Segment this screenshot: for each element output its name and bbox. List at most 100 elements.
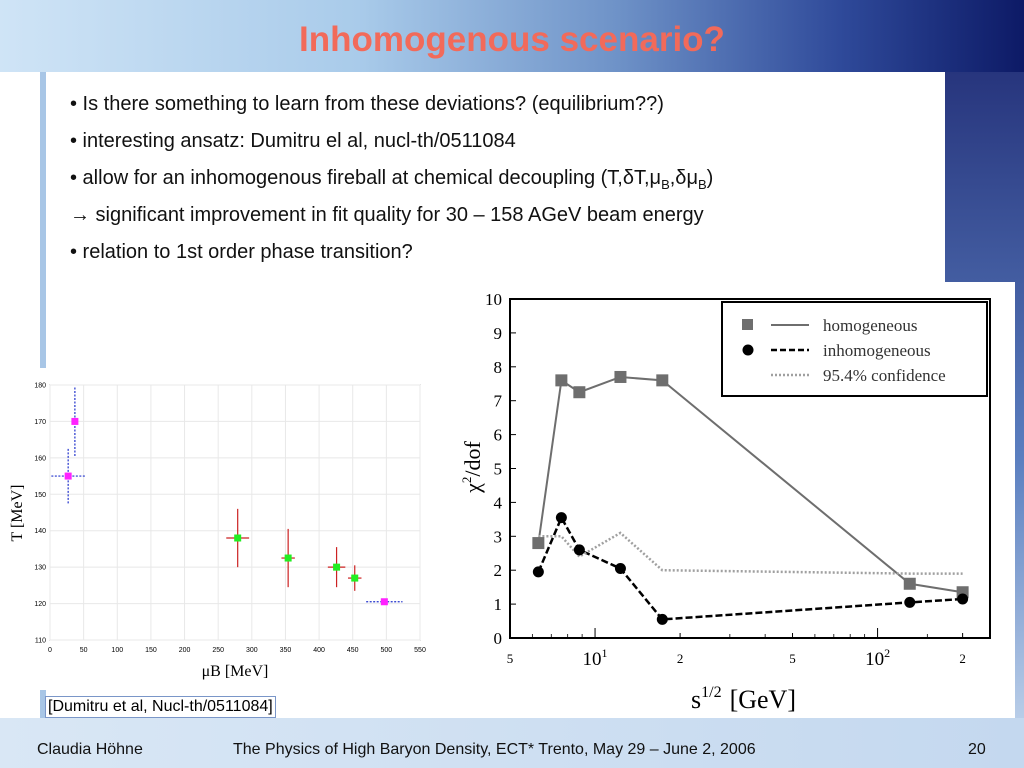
data-point (333, 563, 341, 571)
y-tick-label: 5 (494, 460, 503, 479)
y-tick-label: 120 (34, 601, 46, 608)
y-tick-label: 180 (34, 383, 46, 390)
legend-inhomogeneous: inhomogeneous (823, 341, 931, 360)
x-tick-label: 150 (145, 647, 157, 654)
x-tick-label-base: 2 (677, 651, 684, 666)
y-tick-label: 3 (494, 527, 503, 546)
y-axis-label-exp: 2 (459, 477, 474, 484)
x-tick-label: 550 (414, 647, 426, 654)
x-tick-label-exponent: 1 (602, 646, 608, 660)
y-tick-label: 2 (494, 561, 503, 580)
footer-conference: The Physics of High Baryon Density, ECT*… (233, 741, 756, 758)
x-tick-label: 50 (80, 647, 88, 654)
x-axis-label-text: s1/2 [GeV] (691, 684, 796, 714)
bullet-text: • allow for an inhomogenous fireball at … (70, 167, 662, 189)
grid (49, 384, 421, 641)
series-markers (532, 370, 969, 625)
legend-homogeneous: homogeneous (823, 316, 917, 335)
data-point (380, 598, 388, 606)
inhomogeneous-point (614, 563, 626, 575)
data-point (234, 534, 242, 542)
y-tick-label: 10 (485, 290, 502, 309)
tick-labels: 0 50 100 150 200 250 300 350 400 450 500 550 110 120 1… (34, 383, 426, 655)
bullet-item: • interesting ansatz: Dumitru el al, nuc… (70, 130, 516, 152)
x-tick-label: 250 (212, 647, 224, 654)
x-axis-label-s: s (691, 685, 701, 714)
x-axis-label: μB [MeV] (202, 663, 269, 680)
y-tick-label: 130 (34, 565, 46, 572)
footer-author: Claudia Höhne (37, 741, 143, 758)
x-tick-label: 0 (48, 647, 52, 654)
inhomogeneous-point (957, 593, 969, 605)
data-points (51, 386, 403, 606)
y-tick-label: 6 (494, 426, 503, 445)
x-tick-label: 2 (959, 651, 966, 666)
y-tick-label: 170 (34, 419, 46, 426)
legend-circle-marker (742, 344, 754, 356)
chart-t-vs-mub: 0 50 100 150 200 250 300 350 400 450 500 550 110 120 1… (0, 373, 440, 683)
homogeneous-point (614, 370, 627, 383)
plot-frame (49, 384, 421, 641)
x-tick-label: 2 (677, 651, 684, 666)
x-axis-label: s1/2 [GeV] (691, 684, 796, 714)
inhomogeneous-point (656, 613, 668, 625)
y-axis-label: χ2/dof (459, 440, 485, 493)
x-tick-label: 5 (507, 651, 514, 666)
y-tick-label: 0 (494, 629, 503, 648)
bullet-item: • relation to 1st order phase transition… (70, 241, 413, 263)
y-tick-label: 8 (494, 358, 503, 377)
homogeneous-point (656, 374, 669, 387)
legend: homogeneous inhomogeneous 95.4% confiden… (721, 301, 988, 397)
inhomogeneous-point (555, 512, 567, 524)
x-tick-label-exponent: 2 (884, 646, 890, 660)
y-axis-label-chi: χ (460, 483, 485, 494)
footer-page-number: 20 (968, 741, 986, 758)
legend-box (721, 301, 988, 397)
title-banner (0, 0, 1024, 72)
x-tick-label-base: 10 (583, 649, 602, 670)
footer-bar (0, 718, 1024, 768)
y-tick-label: 1 (494, 595, 503, 614)
left-decor-bar (40, 72, 46, 368)
x-tick-label: 450 (347, 647, 359, 654)
y-tick-label: 7 (494, 392, 503, 411)
series-line (538, 531, 963, 575)
data-point (64, 472, 72, 480)
inhomogeneous-point (573, 544, 585, 556)
y-tick-label: 110 (35, 638, 46, 645)
inhomogeneous-point (904, 596, 916, 608)
subscript: B (661, 177, 670, 192)
data-point (71, 417, 79, 425)
y-tick-label: 9 (494, 324, 503, 343)
left-decor-bar-bottom (40, 690, 46, 720)
data-point (351, 574, 359, 582)
y-tick-label: 4 (494, 493, 503, 512)
y-axis-label: T [MeV] (9, 484, 26, 541)
homogeneous-point (573, 386, 586, 399)
y-tick-label: 160 (34, 455, 46, 462)
citation: [Dumitru et al, Nucl-th/0511084] (45, 696, 276, 718)
x-tick-label: 400 (313, 647, 325, 654)
x-axis-label-exp: 1/2 (701, 684, 721, 701)
x-tick-label: 102 (865, 646, 890, 670)
x-tick-label: 500 (381, 647, 393, 654)
bullet-item: • Is there something to learn from these… (70, 93, 664, 115)
data-point (284, 554, 292, 562)
bullet-text: ) (706, 167, 714, 189)
x-tick-label-base: 5 (789, 651, 796, 666)
homogeneous-point (555, 374, 568, 387)
y-tick-label: 150 (34, 492, 46, 499)
slide-title: Inhomogenous scenario? (299, 20, 725, 59)
x-axis-label-unit: [GeV] (730, 685, 796, 714)
inhomogeneous-point (532, 566, 544, 578)
x-tick-label: 200 (179, 647, 191, 654)
x-tick-label-base: 5 (507, 651, 514, 666)
bullet-item: • allow for an inhomogenous fireball at … (70, 167, 713, 204)
x-tick-label: 5 (789, 651, 796, 666)
homogeneous-point (903, 577, 916, 590)
bullet-list: • Is there something to learn from these… (70, 93, 713, 278)
bullet-text: ,δμ (669, 167, 698, 189)
y-axis-label-text: χ2/dof (459, 440, 485, 493)
